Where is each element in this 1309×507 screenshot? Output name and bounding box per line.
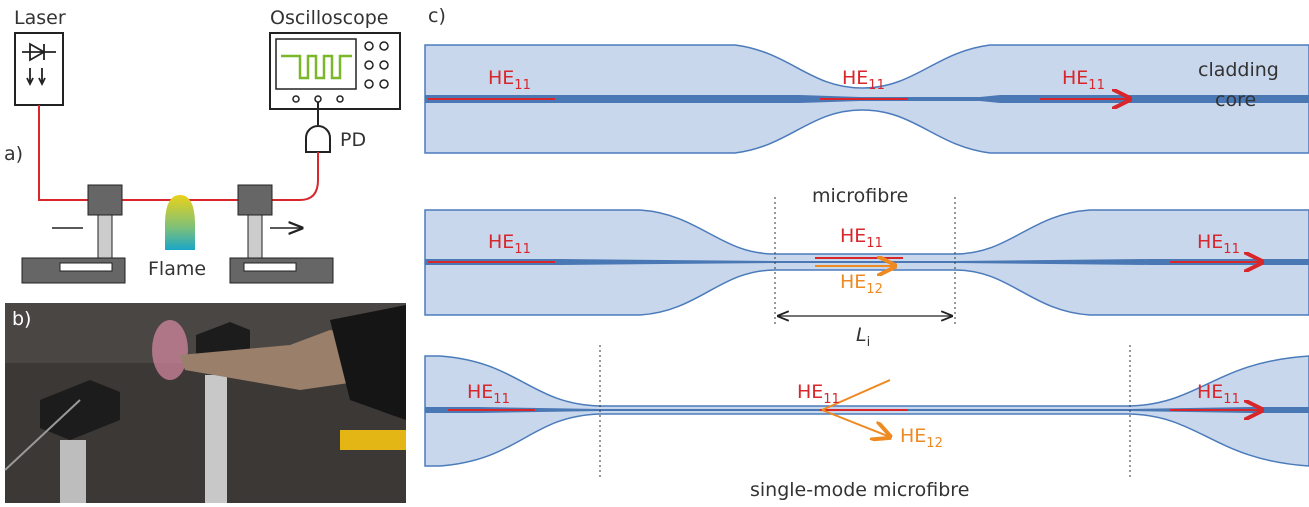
panel-b: b) — [5, 303, 406, 503]
panel-c: c) HE11 HE11 HE11 cladding core microfib… — [425, 5, 1309, 501]
core-label: core — [1215, 89, 1256, 111]
panel-a: Laser Oscilloscope PD a) Flame — [4, 7, 400, 283]
label-part: HE — [1062, 67, 1088, 89]
label-part: 12 — [866, 282, 883, 297]
label-part: L — [856, 324, 867, 346]
shape — [60, 263, 112, 271]
shape — [244, 263, 296, 271]
figure: Laser Oscilloscope PD a) Flame b) c) HE1… — [0, 0, 1309, 507]
fibre-3: HE11 HE11 HE12 HE11 single-mode microfib… — [425, 345, 1309, 501]
shape — [340, 430, 406, 450]
label-part: HE — [1197, 381, 1223, 403]
label: HE12 — [900, 425, 943, 451]
pd-label: PD — [340, 129, 366, 151]
shape — [88, 185, 122, 215]
label-part: HE — [488, 231, 514, 253]
shape — [152, 320, 188, 380]
label-part: 12 — [926, 436, 943, 451]
fibre-2: microfibre HE11 HE11 HE12 HE11 Li — [425, 185, 1309, 350]
label: HE12 — [840, 271, 883, 297]
shape — [205, 375, 227, 503]
label: HE11 — [797, 381, 840, 407]
label-part: i — [867, 335, 871, 350]
laser-label: Laser — [14, 7, 66, 29]
caption: single-mode microfibre — [750, 479, 969, 501]
shape — [60, 440, 86, 503]
label-part: 11 — [514, 242, 531, 257]
panel-label: a) — [4, 143, 23, 165]
flame — [165, 195, 195, 250]
fibre-1: HE11 HE11 HE11 cladding core — [425, 45, 1309, 153]
flame-label: Flame — [148, 258, 206, 280]
label: Li — [856, 324, 870, 350]
label-part: 11 — [868, 78, 885, 93]
label-part: 11 — [1223, 242, 1240, 257]
label-part: HE — [1197, 231, 1223, 253]
label-part: 11 — [493, 392, 510, 407]
shape — [98, 215, 112, 260]
label-part: 11 — [1088, 78, 1105, 93]
label-part: HE — [842, 67, 868, 89]
cladding-label: cladding — [1198, 59, 1279, 81]
label-part: HE — [840, 225, 866, 247]
shape — [248, 215, 262, 260]
panel-label: b) — [12, 308, 31, 330]
laser — [15, 33, 63, 105]
oscilloscope-label: Oscilloscope — [270, 7, 388, 29]
microfibre-label: microfibre — [812, 185, 908, 207]
label-part: HE — [900, 425, 926, 447]
label-part: 11 — [514, 78, 531, 93]
label-part: HE — [840, 271, 866, 293]
panel-label: c) — [428, 5, 446, 27]
label-part: 11 — [823, 392, 840, 407]
label-part: HE — [797, 381, 823, 403]
shape — [238, 185, 272, 215]
label-part: 11 — [866, 236, 883, 251]
label: HE11 — [840, 225, 883, 251]
fibre — [39, 105, 318, 200]
label-part: 11 — [1223, 392, 1240, 407]
label-part: HE — [488, 67, 514, 89]
label-part: HE — [467, 381, 493, 403]
